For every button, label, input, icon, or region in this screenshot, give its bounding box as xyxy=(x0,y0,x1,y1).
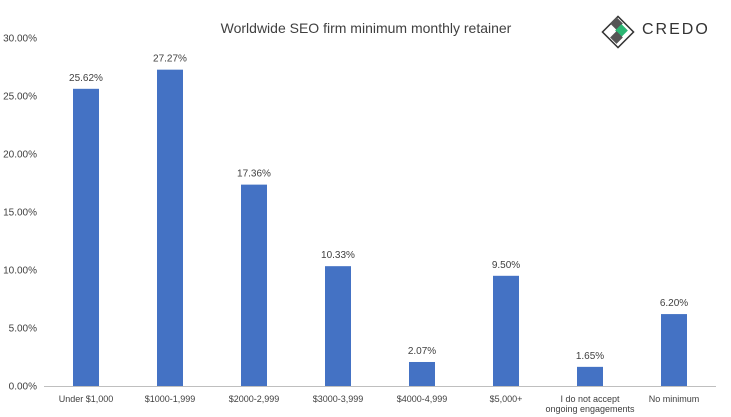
bar xyxy=(493,275,519,386)
credo-logo-icon xyxy=(601,15,635,49)
bars xyxy=(73,69,687,387)
data-label: 27.27% xyxy=(153,54,187,65)
x-tick-label: Under $1,000 xyxy=(59,394,114,404)
bar xyxy=(325,266,351,386)
x-tick-label: $5,000+ xyxy=(490,394,523,404)
x-tick-label: I do not accept xyxy=(560,394,620,404)
x-axis: Under $1,000 $1000-1,999 $2000-2,999 $3000-… xyxy=(44,386,716,414)
data-label: 25.62% xyxy=(69,73,103,84)
x-tick-label: ongoing engagements xyxy=(545,404,635,414)
bar xyxy=(409,361,435,386)
x-tick-label: $1000-1,999 xyxy=(145,394,196,404)
data-label: 10.33% xyxy=(321,250,355,261)
data-label: 1.65% xyxy=(576,351,604,362)
credo-logo: CREDO xyxy=(598,12,708,52)
x-tick-label: $3000-3,999 xyxy=(313,394,364,404)
y-tick-label: 10.00% xyxy=(3,266,37,277)
bar xyxy=(577,366,603,386)
x-tick-label: No minimum xyxy=(649,394,700,404)
y-tick-label: 25.00% xyxy=(3,92,37,103)
bar xyxy=(157,69,183,386)
x-tick-label: $2000-2,999 xyxy=(229,394,280,404)
y-tick-label: 15.00% xyxy=(3,208,37,219)
data-label: 9.50% xyxy=(492,260,520,271)
data-label: 6.20% xyxy=(660,298,688,309)
data-label: 2.07% xyxy=(408,346,436,357)
bar xyxy=(73,88,99,387)
x-tick-label: $4000-4,999 xyxy=(397,394,448,404)
bar xyxy=(661,314,687,386)
y-tick-label: 0.00% xyxy=(9,382,37,393)
chart-title: Worldwide SEO firm minimum monthly retai… xyxy=(221,20,512,36)
logo-text: CREDO xyxy=(642,21,710,38)
y-axis: 0.00% 5.00% 10.00% 15.00% 20.00% 25.00% 30.00% xyxy=(3,34,37,393)
y-tick-label: 20.00% xyxy=(3,150,37,161)
y-tick-label: 30.00% xyxy=(3,34,37,45)
bar xyxy=(241,184,267,386)
data-label: 17.36% xyxy=(237,169,271,180)
data-labels: 25.62% 27.27% 17.36% 10.33% 2.07% 9.50% 1.65% 6… xyxy=(69,54,688,362)
y-tick-label: 5.00% xyxy=(9,324,37,335)
